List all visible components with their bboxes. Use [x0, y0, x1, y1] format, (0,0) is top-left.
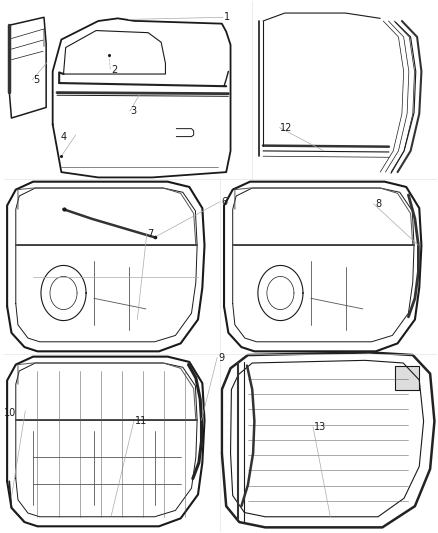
Text: 4: 4: [61, 132, 67, 142]
Text: 11: 11: [134, 416, 147, 426]
Text: 3: 3: [131, 106, 137, 116]
Text: 2: 2: [111, 66, 117, 75]
Text: 13: 13: [314, 422, 326, 432]
Text: 10: 10: [4, 408, 17, 418]
Text: 1: 1: [224, 12, 230, 22]
Text: 12: 12: [280, 123, 293, 133]
Text: 8: 8: [375, 199, 381, 209]
Text: 9: 9: [218, 353, 224, 362]
Text: 6: 6: [222, 197, 228, 207]
Text: 7: 7: [148, 229, 154, 239]
Bar: [396, 366, 419, 390]
Text: 5: 5: [33, 75, 39, 85]
